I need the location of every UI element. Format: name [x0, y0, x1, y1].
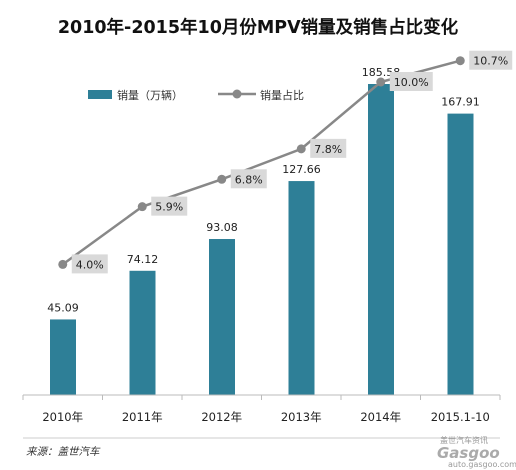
bar-value-label: 127.66: [282, 163, 321, 176]
line-value-box: [230, 169, 267, 189]
x-axis-label: 2011年: [122, 410, 163, 424]
line-value-box: [389, 72, 433, 91]
watermark-small-text: 盖世汽车资讯: [440, 435, 488, 445]
line-value-box: [310, 138, 347, 158]
legend-line-label: 销量占比: [260, 88, 304, 102]
watermark: 盖世汽车资讯 Gasgoo auto.gasgoo.com: [437, 435, 516, 469]
line-value-box: [151, 196, 188, 216]
legend-bar-swatch: [88, 90, 112, 99]
line-point: [455, 56, 465, 66]
line-value-label: 4.0%: [76, 258, 104, 271]
bar-value-label: 45.09: [47, 301, 79, 314]
watermark-url: auto.gasgoo.com: [448, 460, 516, 469]
line-value-label: 10.0%: [394, 76, 429, 89]
x-axis-ticks: [22, 395, 501, 400]
line-value-label: 6.8%: [235, 173, 263, 186]
legend: 销量（万辆） 销量占比: [88, 88, 304, 102]
line-point: [376, 77, 386, 87]
line-value-label: 7.8%: [314, 143, 342, 156]
line-value-label: 5.9%: [155, 201, 183, 214]
bar-value-label: 167.91: [441, 96, 480, 109]
source-note: 来源：盖世汽车: [26, 446, 101, 458]
chart-title: 2010年-2015年10月份MPV销量及销售占比变化: [58, 17, 459, 38]
bar: [50, 319, 76, 395]
x-axis-label: 2015.1-10: [431, 410, 490, 424]
line-value-labels: 4.0% 5.9% 6.8% 7.8% 10.0% 10.7%: [71, 50, 513, 274]
bar: [368, 84, 394, 395]
line-value-box: [469, 50, 513, 70]
x-axis-label: 2010年: [42, 410, 83, 424]
bar: [447, 113, 474, 395]
line-point: [217, 174, 227, 184]
x-axis-label: 2014年: [360, 410, 401, 424]
x-axis-label: 2013年: [281, 410, 322, 424]
x-axis-label: 2012年: [201, 410, 242, 424]
line-point: [296, 144, 306, 154]
watermark-logo: Gasgoo: [437, 444, 500, 462]
bar: [129, 270, 156, 395]
line-point: [137, 202, 147, 212]
bar-value-label: 93.08: [206, 221, 238, 234]
legend-bar-label: 销量（万辆）: [117, 88, 183, 102]
bar-value-label: 74.12: [127, 253, 159, 266]
line-value-label: 10.7%: [473, 55, 508, 68]
line-value-box: [71, 254, 108, 274]
bar: [209, 239, 235, 395]
x-axis-labels: 2010年 2011年 2012年 2013年 2014年 2015.1-10: [42, 410, 489, 424]
legend-line-marker: [232, 89, 242, 99]
line-point: [58, 259, 68, 269]
bar-series: [50, 84, 474, 395]
bar: [288, 181, 315, 395]
